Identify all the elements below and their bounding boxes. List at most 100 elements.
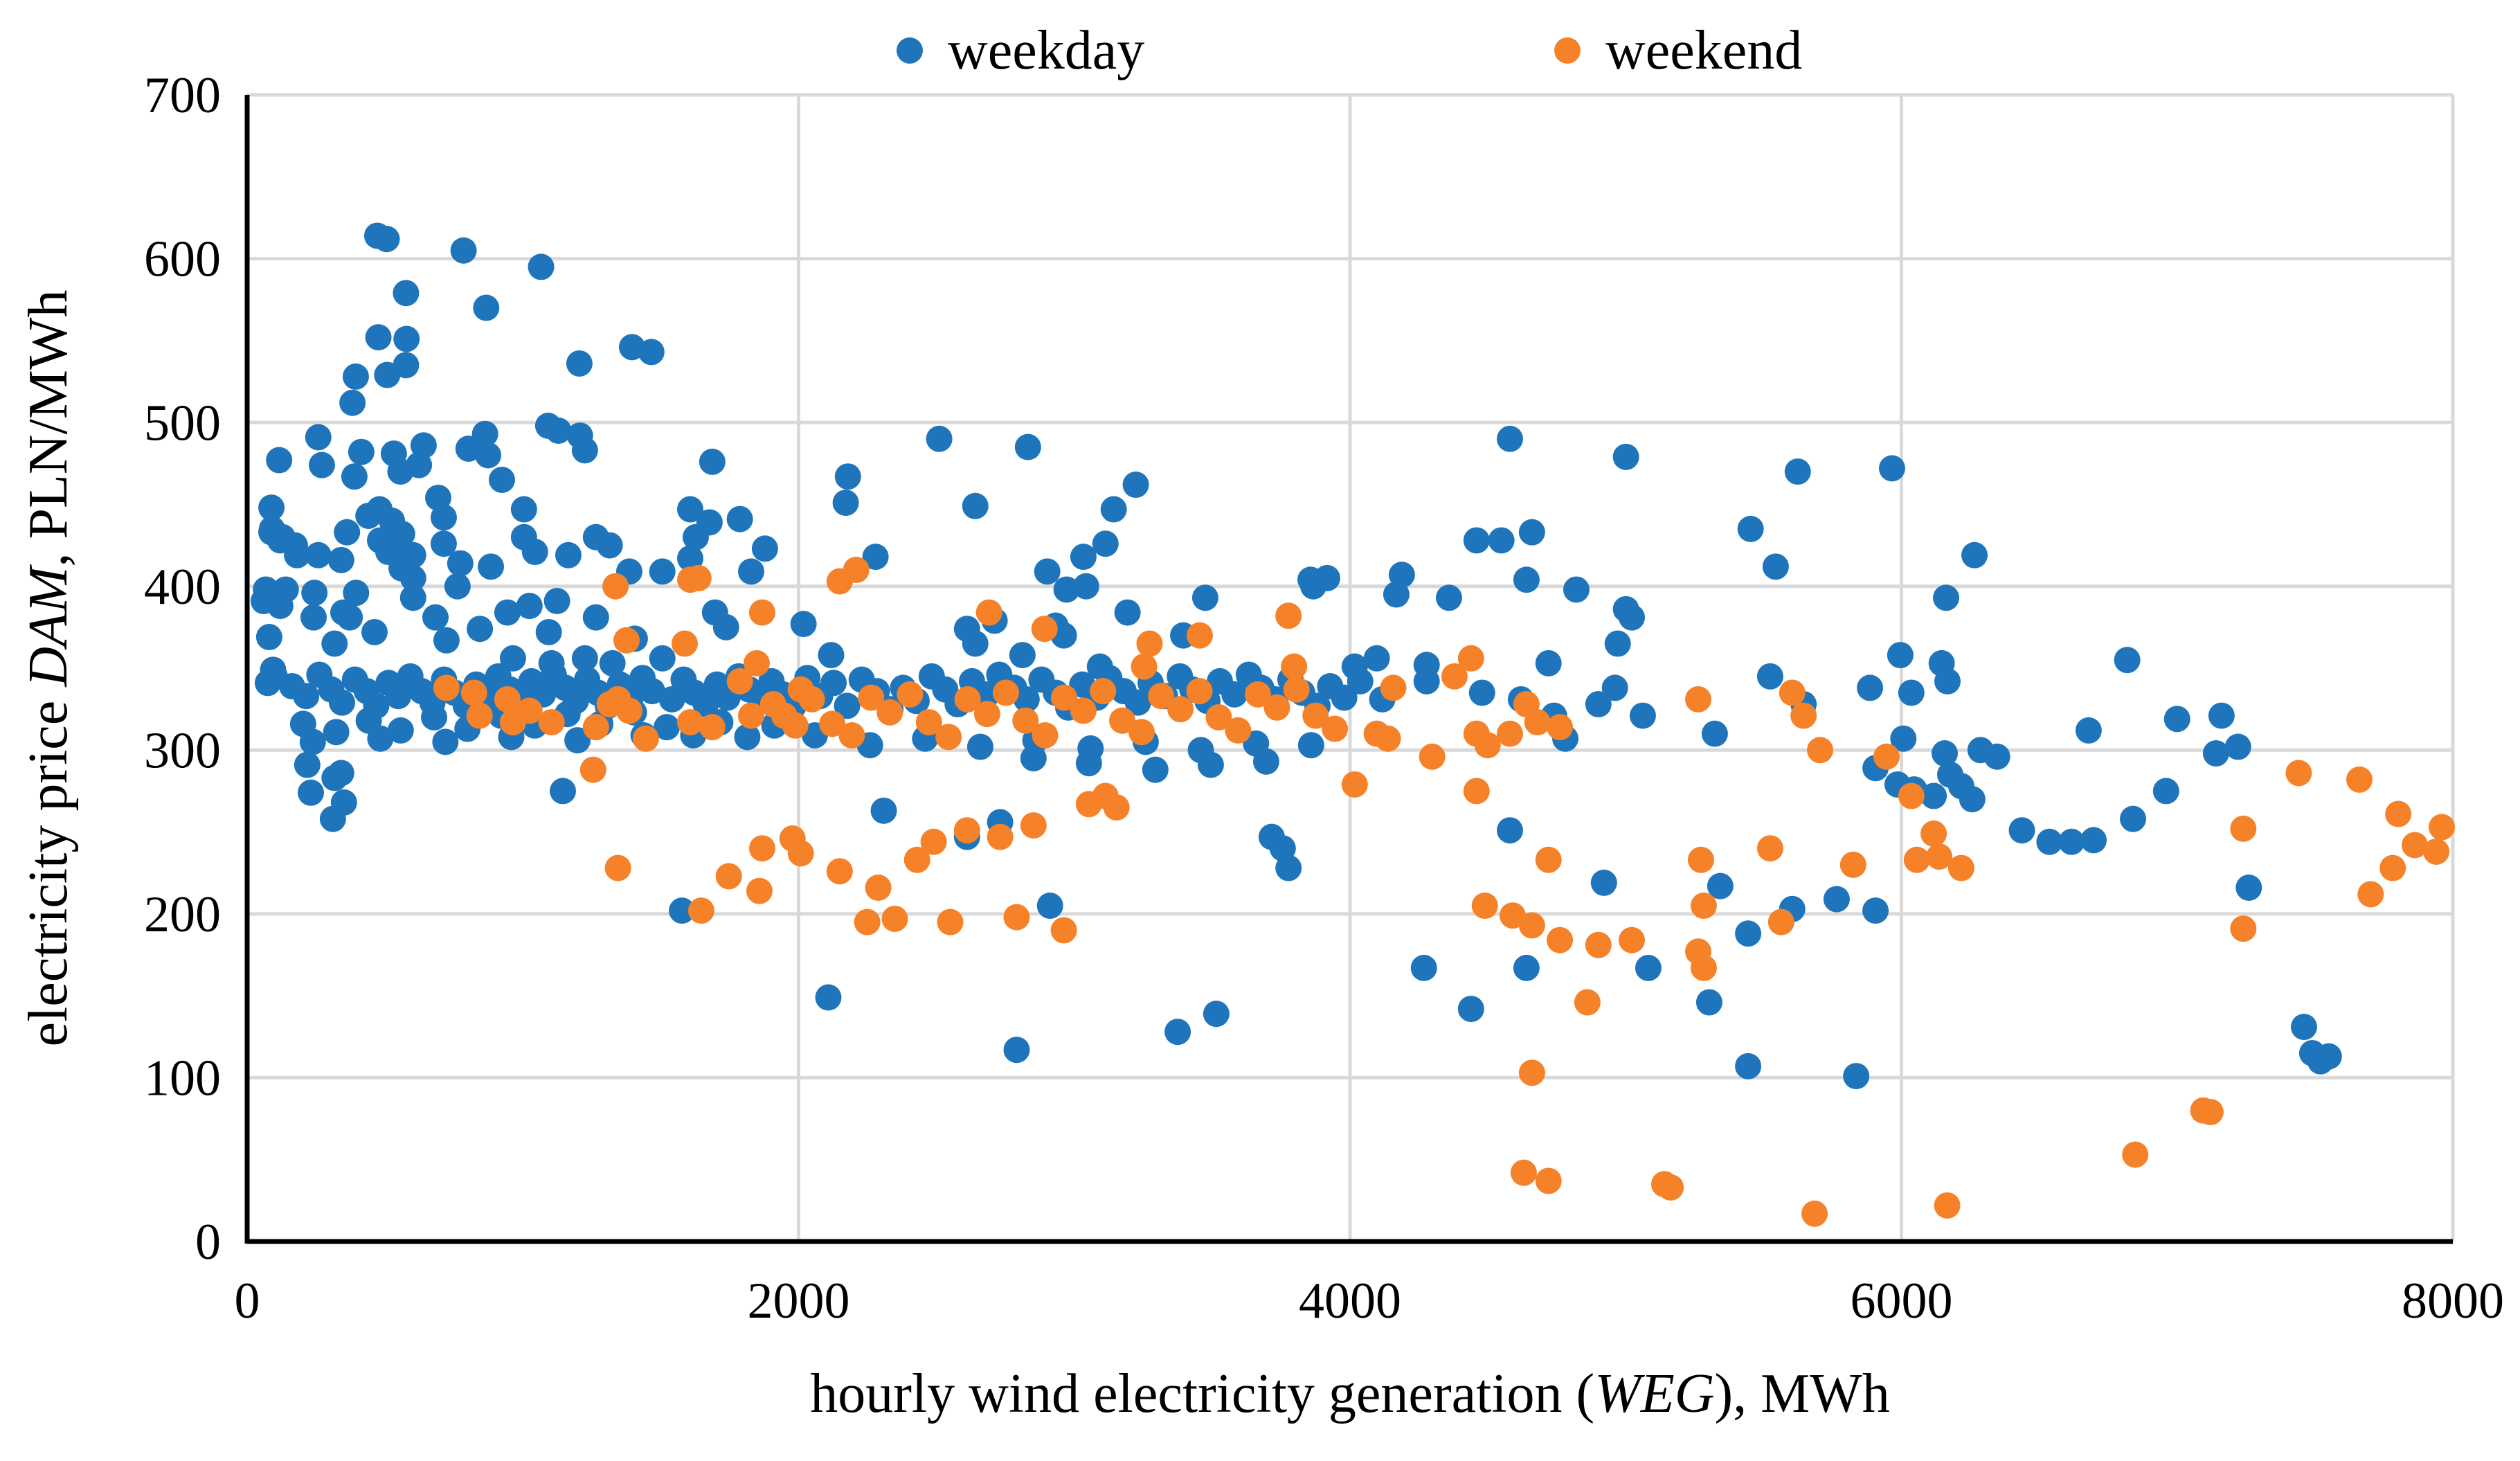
data-point-weekend [2423,838,2450,865]
data-point-weekday [1890,725,1917,752]
data-point-weekday [1331,684,1358,711]
weekend-marker-icon [1554,37,1581,64]
data-point-weekday [399,564,426,591]
data-point-weekday [367,725,394,752]
data-point-weekday [1013,685,1040,712]
data-point-weekday [2224,733,2251,760]
data-point-weekday [1363,645,1390,672]
data-point-weekend [1457,645,1484,672]
data-point-weekend [1103,794,1130,821]
legend-item-weekend: weekend [1554,12,1802,89]
data-point-weekend [615,697,642,724]
data-point-weekend [838,721,865,749]
data-point-weekday [1413,667,1440,694]
data-point-weekday [1843,1063,1870,1090]
data-point-weekend [1374,725,1401,752]
data-point-weekend [2122,1141,2149,1168]
data-point-weekend [1419,743,1446,770]
data-point-weekday [393,280,420,307]
data-point-weekday [545,417,572,444]
data-point-weekend [876,699,903,726]
data-point-weekend [826,858,853,885]
data-point-weekend [516,697,543,724]
data-point-weekday [649,558,676,585]
data-point-weekday [1619,604,1646,631]
data-point-weekday [1488,527,1515,554]
data-point-weekday [1756,663,1783,690]
data-point-weekend [1898,782,1925,809]
data-point-weekday [1275,854,1302,881]
data-point-weekday [1784,458,1811,485]
data-point-weekday [385,683,412,710]
data-point-weekday [535,618,562,645]
data-point-weekday [1468,679,1495,706]
data-point-weekend [1690,954,1717,981]
data-point-weekend [935,724,962,751]
y-tick-label: 0 [195,1214,221,1271]
data-point-weekend [992,679,1019,706]
data-point-weekday [1034,558,1061,585]
data-point-weekend [687,897,714,924]
data-point-weekend [1947,854,1974,881]
data-point-weekend [1050,917,1077,944]
data-point-weekday [649,645,676,672]
y-tick-label: 700 [144,67,221,124]
data-point-weekend [1790,702,1817,729]
data-point-weekend [1547,926,1574,953]
data-point-weekday [258,494,285,521]
data-point-weekend [1341,771,1368,798]
data-point-weekday [1164,1019,1191,1046]
data-point-weekday [1114,599,1141,626]
y-axis-title-prefix: electricity price [18,686,79,1047]
data-point-weekend [1281,653,1308,680]
data-point-weekend [937,908,964,935]
data-point-weekday [734,724,761,751]
data-point-weekday [499,645,526,672]
data-point-weekday [966,733,993,760]
data-point-weekend [1302,702,1329,729]
data-point-weekday [339,389,366,416]
data-point-weekend [920,828,947,855]
data-point-weekend [743,649,770,676]
data-point-weekday [549,778,576,805]
data-point-weekend [1283,676,1310,703]
data-point-weekend [782,712,809,739]
data-point-weekday [1070,544,1097,571]
y-axis-title-italic: DAM [18,566,79,687]
data-point-weekend [1070,697,1097,724]
x-tick-label: 4000 [1299,1273,1401,1329]
x-axis-title-prefix: hourly wind electricity generation ( [810,1363,1595,1424]
data-point-weekend [1441,663,1468,690]
data-point-weekend [748,835,775,862]
data-point-weekday [267,593,294,620]
data-point-weekday [473,294,500,321]
data-point-weekday [488,466,515,493]
data-point-weekend [433,674,460,701]
data-point-weekday [319,805,346,832]
data-point-weekday [1197,751,1224,778]
data-point-weekday [1003,1037,1030,1064]
data-point-weekend [579,756,606,783]
data-point-weekday [510,496,537,523]
data-point-weekday [321,630,348,657]
data-point-weekday [654,714,681,741]
data-point-weekday [1898,679,1925,706]
legend-label-weekend: weekend [1605,20,1803,81]
data-point-weekend [1474,732,1501,759]
data-point-weekday [410,432,437,459]
data-point-weekend [632,725,659,752]
data-point-weekend [1535,846,1562,873]
data-point-weekend [881,905,908,932]
data-point-weekend [1873,743,1900,770]
data-point-weekend [973,701,1000,728]
data-point-weekend [1518,1059,1545,1086]
data-point-weekend [953,817,980,844]
data-point-weekday [467,616,494,643]
data-point-weekend [2385,800,2412,827]
data-point-weekday [834,692,861,719]
data-point-weekday [1221,681,1248,708]
data-point-weekday [2163,706,2190,733]
data-point-weekend [1471,893,1498,920]
data-point-weekday [1191,584,1218,611]
